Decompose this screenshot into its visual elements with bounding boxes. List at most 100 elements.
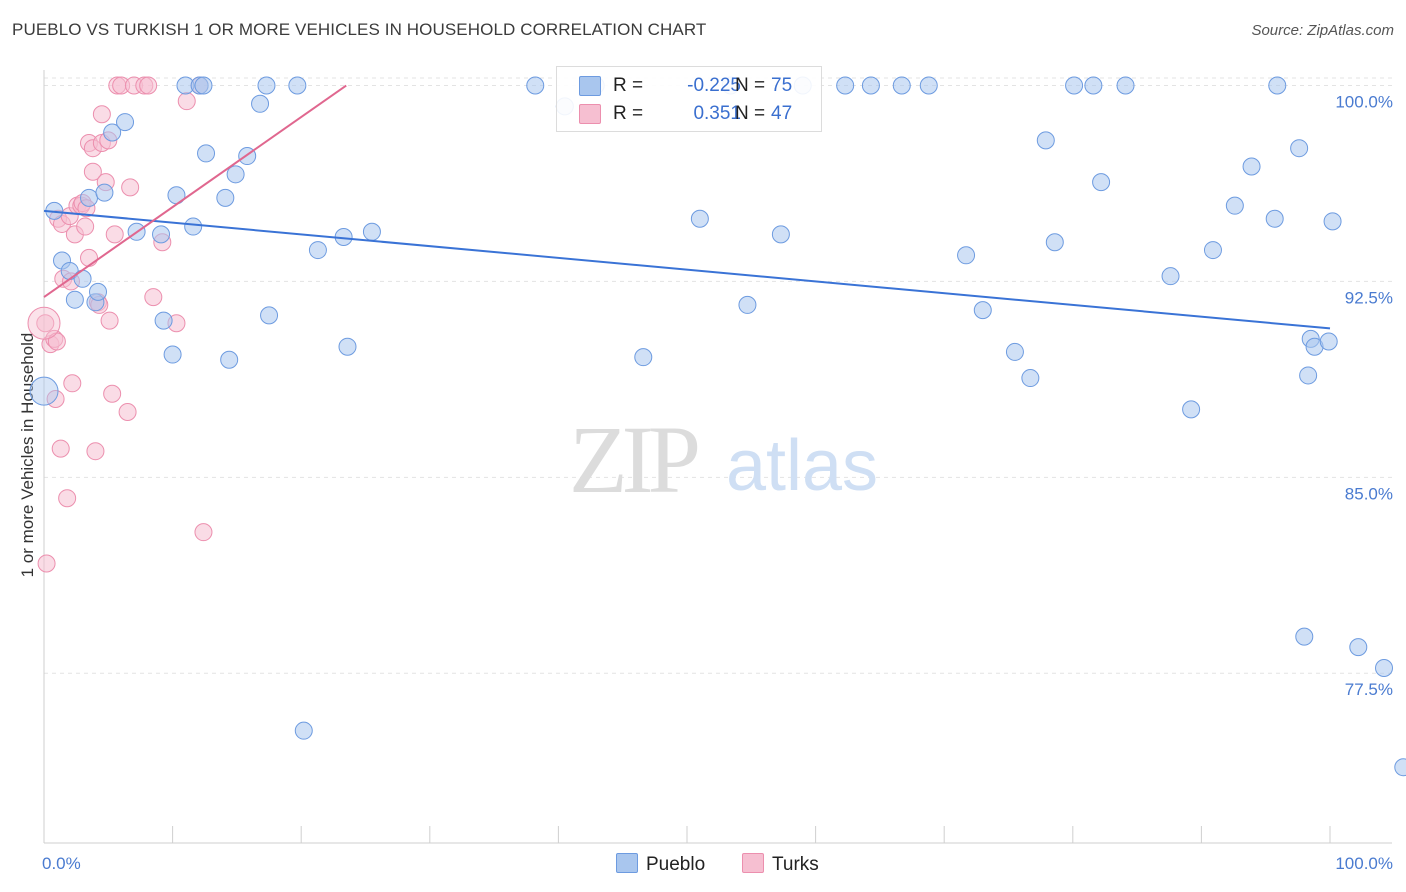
pueblo-point: [73, 269, 92, 288]
turks-point: [51, 439, 70, 458]
x-tick-label: 100.0%: [1335, 854, 1393, 873]
turks-legend-swatch: [742, 853, 764, 873]
y-tick-label: 92.5%: [1345, 288, 1393, 307]
y-tick-label: 77.5%: [1345, 680, 1393, 699]
pueblo-point: [197, 144, 216, 163]
turks-point: [177, 92, 196, 111]
pueblo-point: [1268, 76, 1287, 95]
turks-point: [37, 554, 56, 573]
pueblo-point: [1045, 233, 1064, 252]
pueblo-point: [103, 123, 122, 142]
pueblo-point: [973, 301, 992, 320]
pueblo-point: [1225, 196, 1244, 215]
pueblo-point: [184, 217, 203, 236]
pueblo-point: [1323, 212, 1342, 231]
pueblo-point: [738, 295, 757, 314]
pueblo-point: [1290, 139, 1309, 158]
turks-point: [76, 217, 95, 236]
pueblo-point: [294, 721, 313, 740]
legend-pueblo-r: -0.225: [687, 75, 741, 96]
pueblo-point: [65, 290, 84, 309]
stats-legend: R = -0.225 N = 75 R = 0.351 N = 47: [556, 66, 822, 132]
bottom-legend-turks: Turks: [742, 853, 819, 876]
turks-point: [105, 225, 124, 244]
pueblo-point: [1319, 332, 1338, 351]
grid-lines: [44, 77, 1392, 674]
pueblo-point: [260, 306, 279, 325]
pueblo-point-large: [29, 376, 59, 406]
legend-pueblo-n: 75: [771, 75, 793, 96]
pueblo-point: [288, 76, 307, 95]
watermark: ZIP atlas: [569, 406, 878, 513]
turks-point: [100, 311, 119, 330]
pueblo-point: [1092, 173, 1111, 192]
pueblo-point: [152, 225, 171, 244]
pueblo-point: [1349, 638, 1368, 657]
pueblo-point: [526, 76, 545, 95]
pueblo-legend-swatch: [616, 853, 638, 873]
turks-point: [118, 403, 137, 422]
legend-turks-r: 0.351: [693, 103, 741, 124]
pueblo-swatch: [579, 76, 601, 96]
turks-point: [139, 76, 158, 95]
legend-n-label: N =: [735, 75, 766, 96]
pueblo-point: [1182, 400, 1201, 419]
turks-point: [83, 162, 102, 181]
pueblo-point: [226, 165, 245, 184]
pueblo-point: [836, 76, 855, 95]
turks-point: [86, 442, 105, 461]
pueblo-point: [216, 188, 235, 207]
pueblo-point: [220, 350, 239, 369]
pueblo-point: [1394, 758, 1406, 777]
pueblo-point: [1084, 76, 1103, 95]
turks-legend-label: Turks: [772, 854, 819, 875]
pueblo-point: [1203, 241, 1222, 260]
turks-point-large: [27, 306, 61, 340]
turks-point: [36, 314, 55, 333]
pueblo-point: [1242, 157, 1261, 176]
legend-r-label: R =: [613, 75, 644, 96]
pueblo-point: [919, 76, 938, 95]
turks-point: [194, 523, 213, 542]
turks-trend-line: [43, 84, 347, 298]
turks-point: [92, 105, 111, 124]
pueblo-point: [771, 225, 790, 244]
pueblo-point: [634, 348, 653, 367]
legend-r-label: R =: [613, 103, 644, 124]
bottom-legend-pueblo: Pueblo: [616, 853, 705, 876]
pueblo-point: [1005, 342, 1024, 361]
y-tick-label: 85.0%: [1345, 484, 1393, 503]
source-label: Source: ZipAtlas.com: [1251, 22, 1394, 39]
pueblo-point: [116, 113, 135, 132]
pueblo-trend-line: [43, 209, 1331, 330]
pueblo-point: [80, 188, 99, 207]
turks-point: [63, 374, 82, 393]
pueblo-point: [257, 76, 276, 95]
turks-points: [27, 76, 213, 573]
pueblo-point: [1065, 76, 1084, 95]
pueblo-point: [1295, 627, 1314, 646]
turks-swatch: [579, 104, 601, 124]
pueblo-point: [251, 94, 270, 113]
pueblo-point: [362, 222, 381, 241]
axes: [43, 70, 1392, 844]
pueblo-legend-label: Pueblo: [646, 854, 706, 875]
pueblo-point: [1375, 658, 1394, 677]
pueblo-point: [308, 241, 327, 260]
pueblo-point: [1161, 267, 1180, 286]
pueblo-point: [89, 282, 108, 301]
pueblo-point: [194, 76, 213, 95]
pueblo-point: [690, 209, 709, 228]
pueblo-point: [892, 76, 911, 95]
pueblo-point: [1299, 366, 1318, 385]
legend-turks-n: 47: [771, 103, 793, 124]
pueblo-point: [1036, 131, 1055, 150]
pueblo-points: [29, 76, 1406, 777]
pueblo-point: [95, 183, 114, 202]
turks-point: [103, 384, 122, 403]
trend-lines: [43, 84, 1331, 330]
pueblo-point: [861, 76, 880, 95]
y-tick-label: 100.0%: [1335, 93, 1393, 112]
watermark-zip: ZIP: [569, 406, 698, 513]
